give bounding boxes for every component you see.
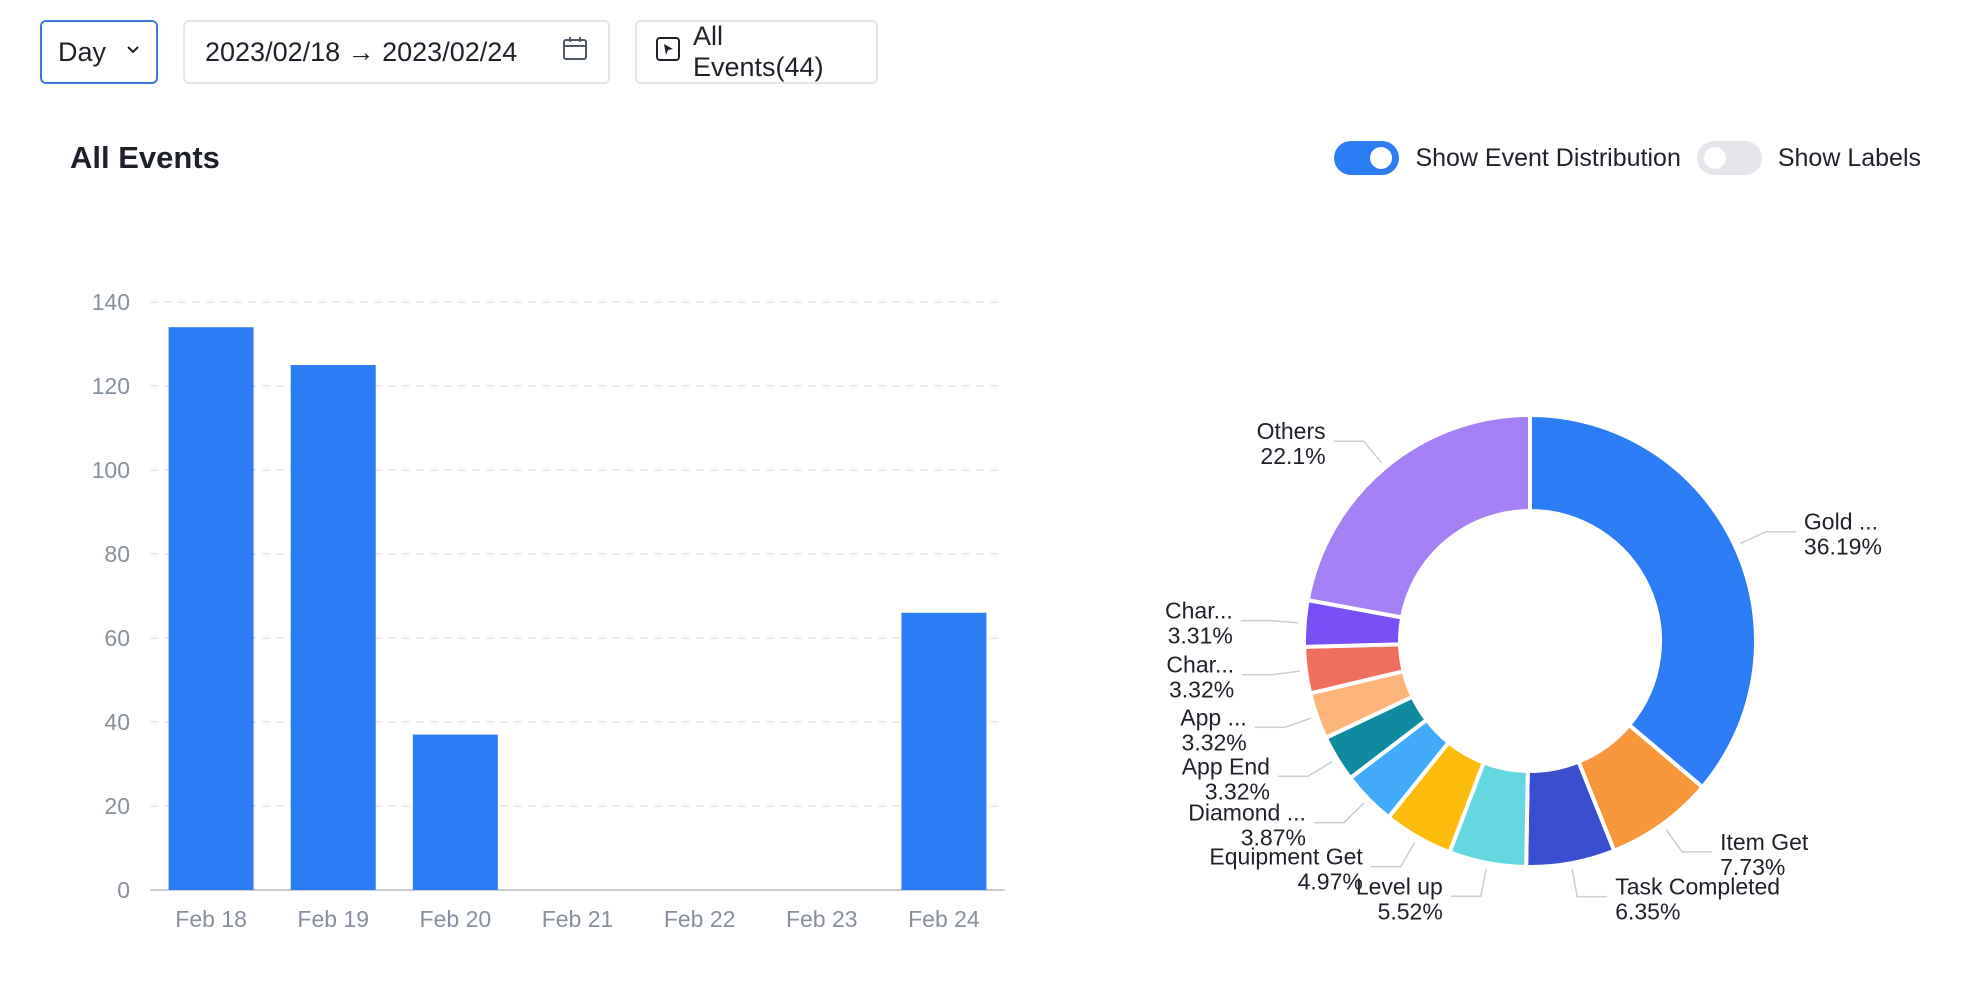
switch-knob [1370,147,1393,169]
slice-label: Equipment Get [1209,844,1363,870]
bar[interactable] [412,734,498,890]
slice-label: Char... [1166,652,1234,678]
slice-percent: 7.73% [1720,854,1785,880]
slice-label: App ... [1180,704,1246,730]
y-tick-label: 60 [104,625,130,651]
y-tick-label: 40 [104,709,130,735]
labels-switch[interactable] [1696,141,1762,175]
slice-percent: 3.32% [1182,729,1247,755]
leader-line [1665,828,1713,853]
leader-line [1254,717,1312,729]
slice-percent: 5.52% [1378,898,1443,924]
leader-line [1277,761,1333,778]
leader-line [1333,440,1383,464]
switch-knob [1703,147,1726,169]
slice-percent: 4.97% [1298,869,1363,895]
slice-percent: 3.87% [1241,825,1306,851]
events-filter-button[interactable]: All Events(44) [635,20,878,84]
toggle-labels[interactable]: Show Labels [1696,141,1921,175]
leader-line [1571,869,1608,898]
date-range-picker[interactable]: 2023/02/18 → 2023/02/24 [183,20,610,84]
slice-percent: 6.35% [1615,899,1680,925]
slice-percent: 3.31% [1168,623,1233,649]
leader-line [1240,619,1299,624]
calendar-icon [562,36,588,69]
slice-percent: 3.32% [1169,677,1234,703]
chevron-down-icon [126,39,140,60]
y-tick-label: 80 [104,541,130,567]
x-tick-label: Feb 23 [786,906,858,932]
y-tick-label: 20 [104,793,130,819]
labels-label: Show Labels [1777,143,1921,172]
toggle-distribution[interactable]: Show Event Distribution [1334,141,1681,175]
y-tick-label: 140 [92,289,130,315]
slice-label: Level up [1356,873,1443,899]
toolbar: Day 2023/02/18 → 2023/02/24 All Events(4… [40,20,878,84]
date-range-value: 2023/02/18 → 2023/02/24 [205,36,518,67]
bar-chart: 0 20 40 60 80 100 120 140 Feb 18 Feb 19 Feb 20 Feb … [92,289,1005,932]
cursor-box-icon [655,36,681,69]
bar[interactable] [290,365,376,890]
section-title: All Events [70,140,220,175]
slice-label: Char... [1165,598,1233,624]
y-tick-label: 0 [117,877,130,903]
slice-label: Diamond ... [1188,800,1306,826]
slice-label: Others [1257,418,1326,444]
events-filter-label: All Events(44) [693,21,824,82]
leader-line [1370,841,1416,868]
x-tick-label: Feb 21 [542,906,614,932]
slice-label: Gold ... [1804,509,1878,535]
y-tick-label: 100 [92,457,130,483]
granularity-value: Day [58,36,107,67]
granularity-select[interactable]: Day [40,20,158,84]
slice-percent: 3.32% [1205,778,1270,804]
x-tick-label: Feb 20 [420,906,492,932]
distribution-switch[interactable] [1334,141,1400,175]
slice-percent: 36.19% [1804,534,1882,560]
slice-label: Item Get [1720,829,1809,855]
distribution-label: Show Event Distribution [1415,143,1681,172]
leader-line [1242,670,1301,676]
bar[interactable] [901,612,987,890]
donut-slice[interactable] [1305,412,1532,620]
y-tick-label: 120 [92,373,130,399]
leader-line [1313,802,1365,824]
x-tick-label: Feb 18 [175,906,247,932]
x-tick-label: Feb 24 [908,906,980,932]
donut-slice[interactable] [1528,412,1758,790]
slice-label: Task Completed [1615,874,1780,900]
x-tick-label: Feb 22 [664,906,736,932]
leader-line [1740,530,1796,545]
bar[interactable] [168,327,254,890]
toggle-bar: Show Event Distribution Show Labels [1334,141,1921,175]
slice-percent: 22.1% [1260,443,1325,469]
leader-line [1450,868,1487,898]
x-tick-label: Feb 19 [297,906,369,932]
slice-label: App End [1182,753,1270,779]
